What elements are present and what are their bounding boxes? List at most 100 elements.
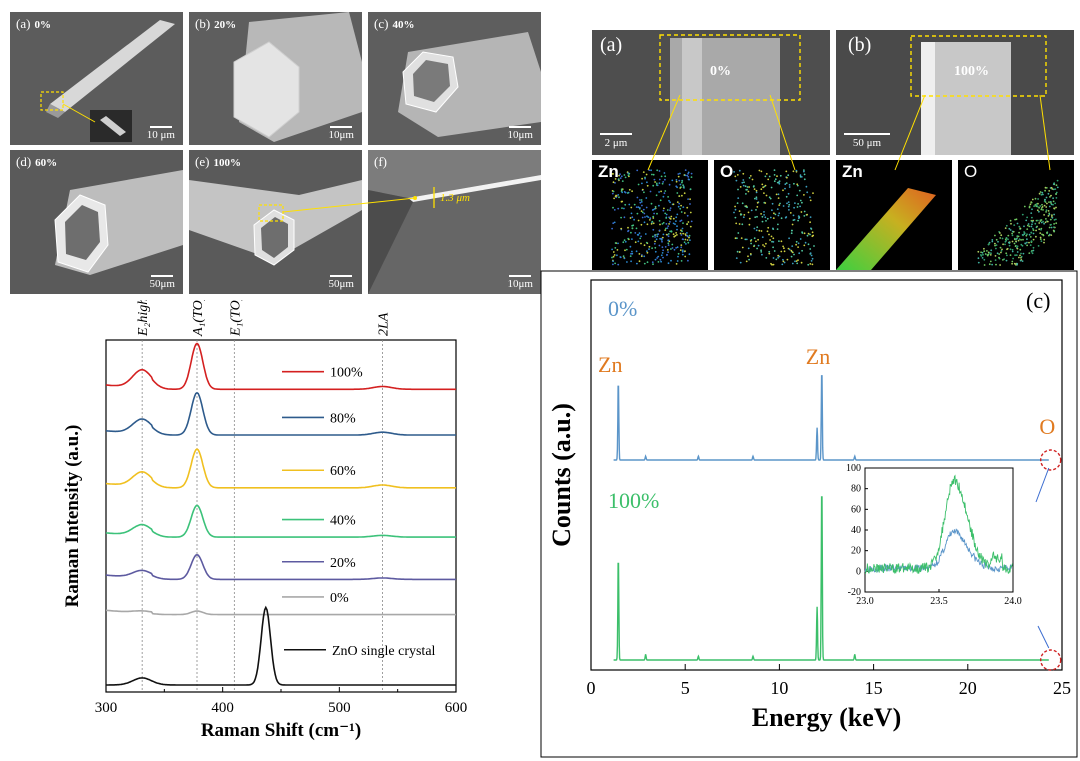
panel-percent: 100% [954,64,989,79]
element-dot [620,216,622,219]
element-dot [646,184,649,187]
element-dot [1020,255,1023,258]
element-dot [1021,213,1024,216]
element-dot [634,241,637,244]
element-dot [988,263,991,266]
element-dot [1041,206,1044,208]
element-dot [688,253,691,256]
element-dot [686,206,689,209]
element-dot [1043,238,1046,241]
element-dot [654,240,656,243]
element-dot [1043,204,1046,207]
element-dot [1030,231,1033,234]
x-tick-label: 0 [587,678,596,698]
element-dot [1009,219,1012,222]
element-dot [810,254,813,257]
element-dot [773,169,776,171]
element-dot [612,260,614,263]
element-dot [998,253,1001,255]
element-dot [782,245,784,248]
element-dot [778,212,781,215]
element-dot [769,239,771,241]
element-dot [645,241,648,244]
element-dot [785,195,788,198]
element-dot [656,169,659,172]
element-dot [1005,252,1008,255]
o-dot-map [733,169,815,266]
element-dot [624,203,627,206]
element-dot [675,216,678,219]
element-dot [1029,244,1032,246]
element-dot [772,228,775,230]
element-dot [1048,213,1051,216]
hollow-rod-image [368,12,541,145]
element-dot [1032,232,1035,235]
element-dot [676,213,679,216]
element-dot [689,198,691,201]
element-dot [1053,219,1056,221]
element-dot [800,261,803,264]
panel-label: (d) [16,154,32,169]
element-dot [1035,203,1038,205]
element-dot [760,249,762,252]
element-dot [753,237,756,240]
element-dot [1006,254,1008,257]
legend-label: 0% [330,591,349,606]
inset-y-tick-label: 40 [851,525,861,536]
element-dot [803,173,806,176]
element-dot [988,252,991,254]
element-dot [684,238,687,241]
element-dot [1048,201,1050,203]
element-dot [1018,225,1021,228]
element-dot [613,197,615,200]
element-dot [980,254,982,256]
element-dot [644,216,646,218]
element-dot [629,255,632,257]
element-dot [767,226,770,229]
element-dot [780,240,783,243]
element-dot [623,207,625,210]
element-dot [991,240,994,243]
element-dot [749,175,752,177]
element-dot [649,219,651,221]
element-dot [1012,257,1014,260]
element-dot [683,192,686,195]
element-label: Zn [598,162,619,181]
element-dot [765,242,767,245]
element-dot [631,252,634,255]
element-dot [1033,205,1035,208]
element-dot [623,191,626,193]
element-dot [690,176,693,178]
element-dot [763,211,765,213]
element-dot [1035,219,1038,222]
element-dot [1004,243,1006,246]
element-dot [766,230,769,233]
element-dot [806,234,809,237]
element-dot [634,232,637,234]
element-dot [684,174,687,177]
element-dot [658,204,660,207]
x-axis-label: Energy (keV) [752,703,901,732]
element-dot [991,239,994,241]
element-dot [668,199,670,202]
element-dot [803,194,805,196]
element-dot [788,184,791,186]
element-dot [994,255,997,257]
element-dot [1032,229,1035,232]
element-dot [790,232,793,235]
element-dot [670,230,673,232]
element-dot [1053,223,1055,225]
element-dot [733,211,735,214]
y-axis-label: Raman Intensity (a.u.) [62,425,83,608]
element-dot [618,174,620,177]
element-dot [1031,220,1034,223]
panel-label: (e) [195,154,210,169]
element-dot [742,172,745,175]
element-dot [669,209,671,212]
element-dot [1022,234,1024,237]
element-dot [1053,213,1055,216]
element-dot [631,238,633,240]
element-dot [666,227,669,229]
element-dot [793,253,795,256]
element-dot [622,255,625,258]
